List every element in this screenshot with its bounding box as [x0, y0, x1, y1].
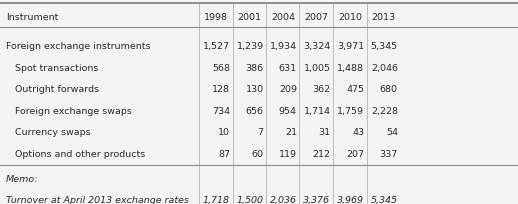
Text: 1,934: 1,934	[270, 42, 297, 51]
Text: 10: 10	[218, 128, 230, 136]
Text: 130: 130	[246, 85, 264, 94]
Text: Instrument: Instrument	[6, 12, 58, 21]
Text: 1,488: 1,488	[337, 63, 364, 72]
Text: 119: 119	[279, 149, 297, 158]
Text: 1,239: 1,239	[237, 42, 264, 51]
Text: 954: 954	[279, 106, 297, 115]
Text: 475: 475	[346, 85, 364, 94]
Text: Memo:: Memo:	[6, 174, 38, 183]
Text: 3,324: 3,324	[303, 42, 330, 51]
Text: 43: 43	[352, 128, 364, 136]
Text: Spot transactions: Spot transactions	[15, 63, 98, 72]
Text: 631: 631	[279, 63, 297, 72]
Text: 337: 337	[380, 149, 398, 158]
Text: 2013: 2013	[371, 12, 396, 21]
Text: Options and other products: Options and other products	[15, 149, 145, 158]
Text: 2,036: 2,036	[270, 195, 297, 204]
Text: 656: 656	[246, 106, 264, 115]
Text: 2001: 2001	[237, 12, 262, 21]
Text: 54: 54	[386, 128, 398, 136]
Text: 568: 568	[212, 63, 230, 72]
Text: 2007: 2007	[304, 12, 328, 21]
Text: 60: 60	[252, 149, 264, 158]
Text: 2,046: 2,046	[371, 63, 398, 72]
Text: 1,714: 1,714	[304, 106, 330, 115]
Text: 7: 7	[257, 128, 264, 136]
Text: 3,971: 3,971	[337, 42, 364, 51]
Text: Foreign exchange swaps: Foreign exchange swaps	[15, 106, 132, 115]
Text: 362: 362	[312, 85, 330, 94]
Text: Currency swaps: Currency swaps	[15, 128, 91, 136]
Text: 3,376: 3,376	[304, 195, 330, 204]
Text: Foreign exchange instruments: Foreign exchange instruments	[6, 42, 150, 51]
Text: 1,527: 1,527	[203, 42, 230, 51]
Text: 386: 386	[246, 63, 264, 72]
Text: 2004: 2004	[271, 12, 295, 21]
Text: 1,718: 1,718	[203, 195, 230, 204]
Text: 5,345: 5,345	[371, 195, 398, 204]
Text: 207: 207	[346, 149, 364, 158]
Text: 2,228: 2,228	[371, 106, 398, 115]
Text: 31: 31	[319, 128, 330, 136]
Text: 209: 209	[279, 85, 297, 94]
Text: 1998: 1998	[204, 12, 228, 21]
Text: 128: 128	[212, 85, 230, 94]
Text: 680: 680	[380, 85, 398, 94]
Text: 2010: 2010	[338, 12, 362, 21]
Text: Outright forwards: Outright forwards	[15, 85, 99, 94]
Text: 1,005: 1,005	[304, 63, 330, 72]
Text: 212: 212	[312, 149, 330, 158]
Text: Turnover at April 2013 exchange rates: Turnover at April 2013 exchange rates	[6, 195, 189, 204]
Text: 21: 21	[285, 128, 297, 136]
Text: 3,969: 3,969	[337, 195, 364, 204]
Text: 1,759: 1,759	[337, 106, 364, 115]
Text: 734: 734	[212, 106, 230, 115]
Text: 87: 87	[218, 149, 230, 158]
Text: 1,500: 1,500	[237, 195, 264, 204]
Text: 5,345: 5,345	[371, 42, 398, 51]
